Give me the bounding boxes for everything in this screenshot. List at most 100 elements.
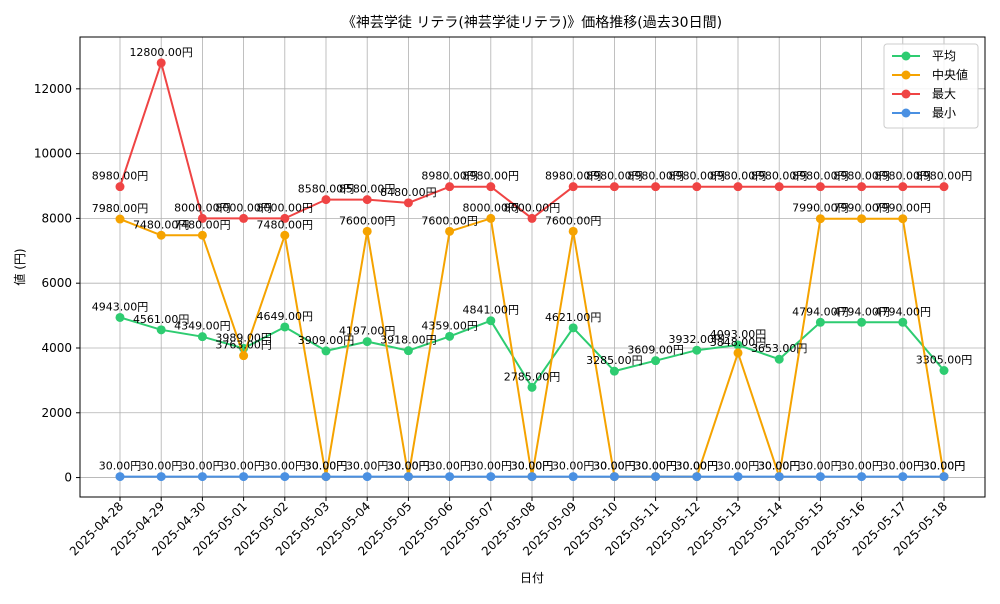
data-point bbox=[527, 213, 537, 223]
data-label: 4349.00円 bbox=[174, 320, 231, 333]
data-label: 7990.00円 bbox=[833, 202, 890, 215]
data-point bbox=[568, 182, 578, 192]
legend-marker bbox=[901, 70, 911, 80]
data-label: 8480.00円 bbox=[380, 186, 437, 199]
data-label: 8580.00円 bbox=[339, 183, 396, 196]
data-point bbox=[733, 348, 743, 358]
data-label: 8980.00円 bbox=[916, 170, 973, 183]
data-label: 4649.00円 bbox=[257, 310, 314, 323]
data-point bbox=[609, 366, 619, 376]
data-point bbox=[239, 351, 249, 361]
data-point bbox=[115, 182, 125, 192]
data-label: 7480.00円 bbox=[174, 218, 231, 231]
data-point bbox=[898, 182, 908, 192]
data-label: 8980.00円 bbox=[792, 170, 849, 183]
y-tick-label: 8000 bbox=[41, 211, 72, 225]
data-point bbox=[239, 472, 249, 482]
data-label: 30.00円 bbox=[99, 460, 142, 473]
data-point bbox=[692, 345, 702, 355]
legend-box bbox=[883, 43, 979, 129]
data-point bbox=[609, 472, 619, 482]
data-label: 4197.00円 bbox=[339, 325, 396, 338]
data-label: 3848.00円 bbox=[710, 336, 767, 349]
data-label: 30.00円 bbox=[634, 460, 677, 473]
data-point bbox=[403, 198, 413, 208]
data-point bbox=[609, 182, 619, 192]
data-point bbox=[280, 230, 290, 240]
data-point bbox=[733, 472, 743, 482]
data-label: 8980.00円 bbox=[710, 170, 767, 183]
data-point bbox=[156, 230, 166, 240]
data-label: 30.00円 bbox=[799, 460, 842, 473]
data-label: 4794.00円 bbox=[875, 305, 932, 318]
data-label: 30.00円 bbox=[717, 460, 760, 473]
legend-marker bbox=[901, 108, 911, 118]
data-point bbox=[280, 322, 290, 332]
data-point bbox=[156, 472, 166, 482]
data-label: 8980.00円 bbox=[463, 170, 520, 183]
data-label: 2785.00円 bbox=[504, 370, 561, 383]
data-label: 3285.00円 bbox=[586, 354, 643, 367]
data-point bbox=[939, 366, 949, 375]
data-point bbox=[815, 472, 825, 482]
y-tick-label: 4000 bbox=[41, 341, 72, 355]
data-point bbox=[568, 323, 578, 333]
data-label: 30.00円 bbox=[552, 460, 595, 473]
legend-label: 最小 bbox=[932, 106, 956, 120]
data-label: 30.00円 bbox=[305, 460, 348, 473]
data-point bbox=[445, 226, 455, 236]
data-label: 7480.00円 bbox=[257, 218, 314, 231]
legend-label: 平均 bbox=[932, 49, 956, 63]
data-point bbox=[115, 214, 125, 224]
grid bbox=[80, 37, 985, 497]
data-label: 4841.00円 bbox=[463, 304, 520, 317]
data-label: 8580.00円 bbox=[298, 183, 355, 196]
data-point bbox=[774, 182, 784, 192]
data-point bbox=[486, 182, 496, 192]
data-point bbox=[774, 472, 784, 482]
data-label: 4794.00円 bbox=[833, 305, 890, 318]
data-label: 4794.00円 bbox=[792, 305, 849, 318]
data-label: 12800.00円 bbox=[129, 46, 193, 59]
legend-marker bbox=[901, 51, 911, 61]
data-point bbox=[527, 472, 537, 482]
data-label: 8980.00円 bbox=[627, 170, 684, 183]
data-label: 30.00円 bbox=[387, 460, 430, 473]
chart-title: 《神芸学徒 リテラ(神芸学徒リテラ)》価格推移(過去30日間) bbox=[342, 15, 722, 31]
data-point bbox=[362, 472, 372, 482]
x-axis-label: 日付 bbox=[520, 571, 544, 585]
data-label: 3909.00円 bbox=[298, 334, 355, 347]
data-label: 30.00円 bbox=[882, 460, 925, 473]
data-point bbox=[197, 332, 207, 342]
data-point bbox=[651, 472, 661, 482]
data-label: 3763.00円 bbox=[215, 339, 272, 352]
data-label: 30.00円 bbox=[140, 460, 183, 473]
data-label: 7600.00円 bbox=[421, 214, 478, 227]
data-point bbox=[362, 337, 372, 347]
data-label: 3989.00円 bbox=[215, 331, 272, 344]
data-label: 30.00円 bbox=[758, 460, 801, 473]
legend-label: 中央値 bbox=[932, 67, 968, 82]
data-point bbox=[939, 472, 949, 482]
data-point bbox=[857, 317, 867, 327]
data-point bbox=[857, 472, 867, 482]
data-point bbox=[857, 214, 867, 224]
data-label: 30.00円 bbox=[593, 460, 636, 473]
data-point bbox=[898, 214, 908, 224]
data-label: 30.00円 bbox=[923, 460, 966, 473]
data-label: 8000.00円 bbox=[174, 201, 231, 214]
data-point bbox=[774, 354, 784, 364]
data-label: 7480.00円 bbox=[133, 218, 190, 231]
data-point bbox=[280, 472, 290, 482]
data-label: 30.00円 bbox=[264, 460, 307, 473]
data-label: 7600.00円 bbox=[339, 214, 396, 227]
data-label: 30.00円 bbox=[470, 460, 513, 473]
data-point bbox=[486, 472, 496, 482]
y-tick-label: 10000 bbox=[34, 147, 72, 161]
data-point bbox=[362, 195, 372, 205]
data-point bbox=[692, 472, 702, 482]
legend-label: 最大 bbox=[932, 87, 956, 101]
data-label: 3918.00円 bbox=[380, 334, 437, 347]
